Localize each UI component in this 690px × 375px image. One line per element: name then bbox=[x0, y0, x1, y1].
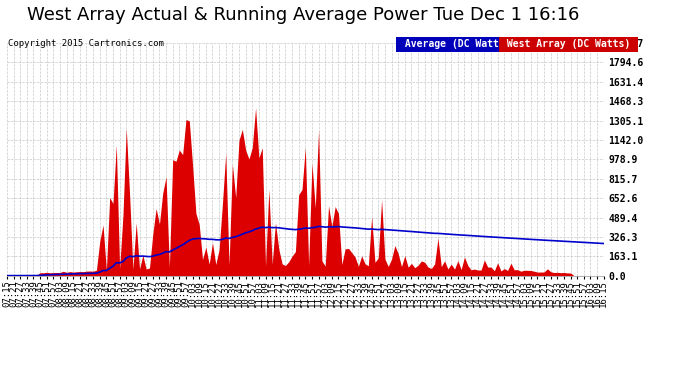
Text: West Array (DC Watts): West Array (DC Watts) bbox=[501, 39, 636, 50]
Text: West Array Actual & Running Average Power Tue Dec 1 16:16: West Array Actual & Running Average Powe… bbox=[28, 6, 580, 24]
Text: Average (DC Watts): Average (DC Watts) bbox=[399, 39, 516, 50]
Text: Copyright 2015 Cartronics.com: Copyright 2015 Cartronics.com bbox=[8, 39, 164, 48]
